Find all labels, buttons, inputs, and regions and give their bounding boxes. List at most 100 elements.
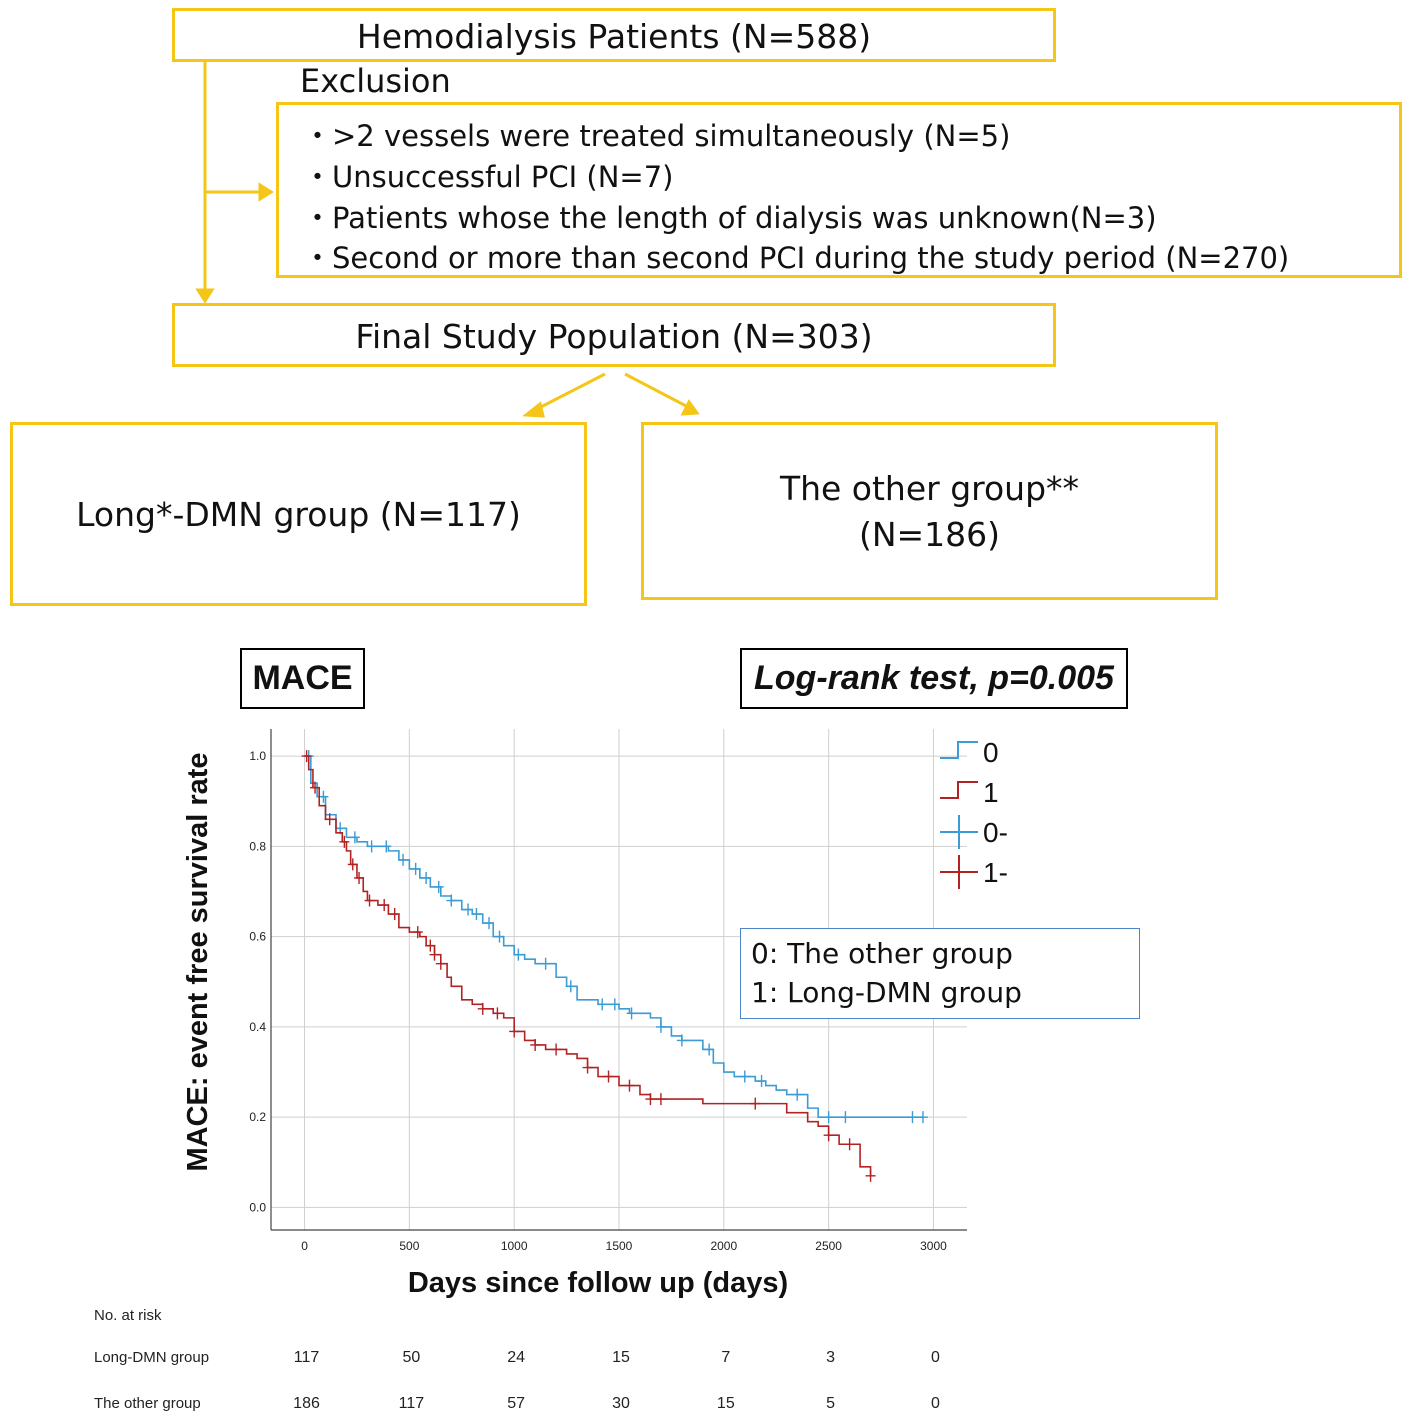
group-legend-note: 0: The other group 1: Long-DMN group [740,928,1140,1019]
censor-mark-0 [676,1034,687,1047]
censor-mark-0 [917,1111,928,1124]
exclusion-item: ・Patients whose the length of dialysis w… [303,201,1157,235]
exclusion-item: ・Unsuccessful PCI (N=7) [303,160,674,194]
legend-step-symbol [940,741,978,759]
risk-value: 5 [826,1395,836,1412]
legend-label: 1 [983,777,999,808]
risk-value: 0 [931,1395,940,1412]
legend-step-symbol [940,781,978,799]
censor-mark-0 [540,957,551,970]
censor-mark-0 [318,790,329,803]
censor-mark-1 [347,858,358,871]
risk-value: 57 [507,1395,526,1412]
censor-mark-0 [381,840,392,853]
x-tick-label: 0 [301,1239,308,1253]
risk-row-label: Long-DMN group [94,1349,210,1366]
x-tick-label: 2000 [710,1239,737,1253]
y-tick-label: 1.0 [249,749,266,763]
long-dmn-group-label: Long*-DMN group (N=117) [76,495,521,534]
x-tick-label: 3000 [920,1239,947,1253]
final-population-label: Final Study Population (N=303) [355,317,873,356]
y-tick-label: 0.8 [249,839,266,853]
exclusion-item: ・>2 vessels were treated simultaneously … [303,119,1011,153]
censor-mark-1 [844,1138,855,1151]
censor-mark-0 [597,998,608,1011]
censor-mark-1 [865,1169,876,1182]
x-axis-label: Days since follow up (days) [408,1267,788,1299]
censor-mark-0 [704,1043,715,1056]
censor-mark-0 [433,880,444,893]
risk-table-title: No. at risk [94,1307,162,1324]
hemodialysis-label: Hemodialysis Patients (N=588) [356,17,872,56]
censor-mark-1 [435,957,446,970]
y-tick-label: 0.4 [249,1020,266,1034]
censor-mark-0 [484,917,495,930]
censor-mark-0 [739,1070,750,1083]
censor-mark-0 [398,853,409,866]
censor-mark-1 [655,1093,666,1106]
legend-censor-symbol [940,855,978,889]
censor-mark-1 [354,871,365,884]
censor-mark-1 [429,948,440,961]
censor-mark-1 [339,835,350,848]
censor-mark-1 [364,894,375,907]
x-tick-label: 500 [399,1239,419,1253]
censor-mark-0 [609,998,620,1011]
censor-mark-1 [530,1038,541,1051]
censor-mark-1 [509,1025,520,1038]
censor-mark-0 [335,822,346,835]
censor-mark-0 [410,862,421,875]
censor-mark-1 [477,1002,488,1015]
risk-value: 15 [716,1395,735,1412]
censor-mark-1 [603,1070,614,1083]
risk-value: 117 [398,1395,425,1412]
y-tick-label: 0.6 [249,930,266,944]
legend-label: 1- [983,857,1008,888]
censor-mark-1 [750,1097,761,1110]
censor-mark-0 [840,1111,851,1124]
exclusion-box: ・>2 vessels were treated simultaneously … [276,102,1402,278]
censor-mark-1 [551,1043,562,1056]
chart-legend: 0 1 0- 1- [940,737,1008,889]
risk-row-label: The other group [94,1395,201,1412]
censor-mark-1 [823,1129,834,1142]
final-population-box: Final Study Population (N=303) [172,303,1056,367]
other-group-label-line1: The other group** [779,469,1080,508]
censor-mark-0 [303,750,314,763]
risk-value: 7 [721,1349,731,1366]
risk-value: 3 [826,1349,836,1366]
censor-mark-0 [421,871,432,884]
censor-mark-0 [792,1088,803,1101]
censor-mark-0 [446,894,457,907]
censor-mark-0 [513,948,524,961]
other-group-label-line2: (N=186) [858,515,1001,554]
censor-mark-0 [494,930,505,943]
risk-value: 15 [612,1349,630,1366]
legend-label: 0- [983,817,1008,848]
mace-tag: MACE [240,648,365,709]
censor-mark-0 [471,908,482,921]
legend-label: 0 [983,737,999,768]
censor-mark-1 [310,781,321,794]
legend-note-1: 1: Long-DMN group [751,976,1022,1009]
censor-mark-0 [463,903,474,916]
y-axis-label: MACE: event free survival rate [182,752,214,1171]
risk-value: 24 [507,1349,526,1366]
censor-mark-1 [492,1007,503,1020]
censor-mark-0 [626,1007,637,1020]
censor-mark-0 [565,980,576,993]
y-tick-label: 0.0 [249,1200,266,1214]
y-tick-label: 0.2 [249,1110,266,1124]
censor-mark-1 [412,926,423,939]
censor-mark-1 [389,908,400,921]
flow-connectors [195,62,700,418]
censor-mark-0 [349,831,360,844]
censor-mark-0 [366,840,377,853]
risk-value: 50 [402,1349,421,1366]
censor-mark-1 [645,1093,656,1106]
risk-value: 186 [293,1395,320,1412]
x-tick-label: 2500 [815,1239,842,1253]
hemodialysis-box: Hemodialysis Patients (N=588) [172,8,1056,62]
censor-mark-1 [624,1079,635,1092]
censor-mark-0 [823,1111,834,1124]
